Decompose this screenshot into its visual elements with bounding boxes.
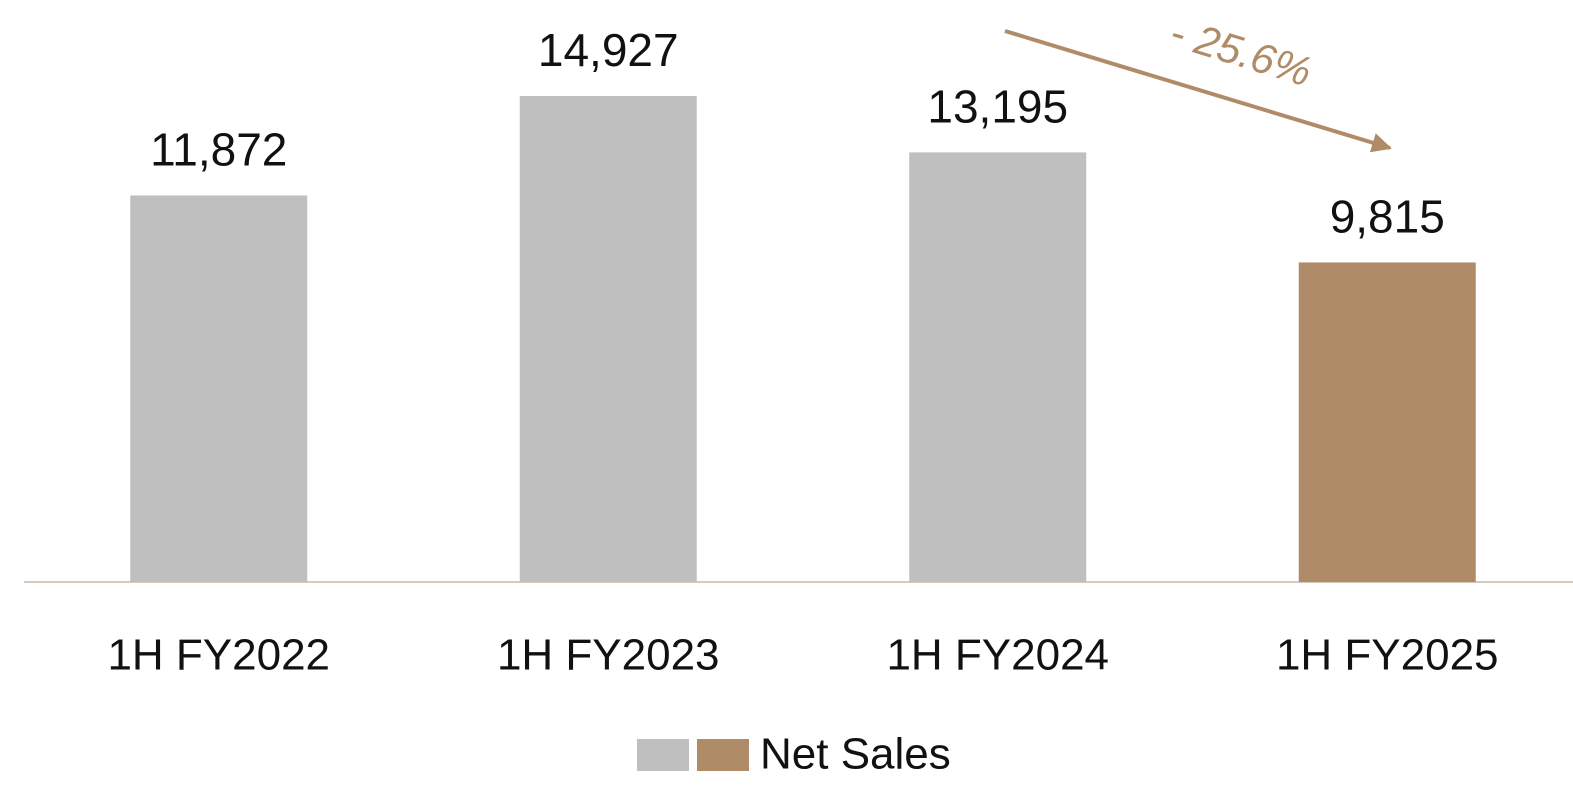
data-label: 14,927 <box>538 24 679 76</box>
data-label: 9,815 <box>1330 191 1445 243</box>
legend-swatch <box>637 739 689 771</box>
annotation: - 25.6% <box>1165 8 1317 95</box>
data-label: 11,872 <box>150 124 287 176</box>
trend-arrow <box>1004 29 1392 153</box>
x-tick-label: 1H FY2022 <box>107 631 330 680</box>
x-tick-label: 1H FY2023 <box>497 631 720 680</box>
data-label: 13,195 <box>927 81 1068 133</box>
bar <box>519 96 697 582</box>
x-tick-label: 1H FY2025 <box>1276 631 1499 680</box>
x-tick-label: 1H FY2024 <box>886 631 1109 680</box>
bar <box>1298 262 1476 582</box>
bar <box>130 195 308 582</box>
bar <box>909 152 1087 582</box>
legend-swatch <box>697 739 749 771</box>
legend-label: Net Sales <box>760 730 951 779</box>
